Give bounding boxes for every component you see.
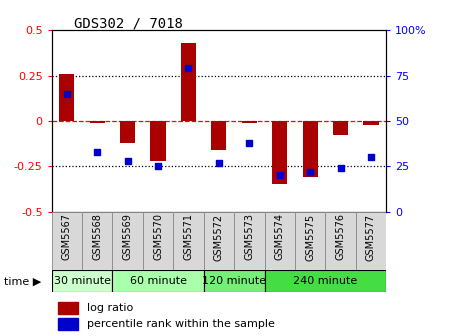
Bar xyxy=(58,302,79,314)
Bar xyxy=(264,270,386,292)
Text: GSM5573: GSM5573 xyxy=(244,213,254,260)
Point xyxy=(216,160,223,165)
Point xyxy=(63,91,70,96)
Point xyxy=(367,155,374,160)
Bar xyxy=(363,121,379,125)
Point xyxy=(276,173,283,178)
Text: GDS302 / 7018: GDS302 / 7018 xyxy=(74,17,183,31)
Bar xyxy=(204,212,234,270)
Bar xyxy=(112,270,204,292)
Text: percentile rank within the sample: percentile rank within the sample xyxy=(87,319,275,329)
Text: GSM5575: GSM5575 xyxy=(305,213,315,261)
Bar xyxy=(303,121,318,177)
Bar xyxy=(58,318,79,330)
Bar xyxy=(204,270,264,292)
Bar xyxy=(52,270,112,292)
Text: GSM5567: GSM5567 xyxy=(62,213,72,260)
Text: 30 minute: 30 minute xyxy=(53,277,110,286)
Bar xyxy=(90,121,105,123)
Bar xyxy=(52,212,82,270)
Text: GSM5571: GSM5571 xyxy=(184,213,194,260)
Point xyxy=(185,66,192,71)
Point xyxy=(124,158,131,164)
Bar xyxy=(82,212,112,270)
Text: GSM5576: GSM5576 xyxy=(335,213,346,260)
Point xyxy=(246,140,253,145)
Bar xyxy=(120,121,135,143)
Text: 60 minute: 60 minute xyxy=(130,277,187,286)
Text: 120 minute: 120 minute xyxy=(202,277,266,286)
Bar xyxy=(211,121,226,150)
Text: 240 minute: 240 minute xyxy=(293,277,357,286)
Text: GSM5569: GSM5569 xyxy=(123,213,132,260)
Point xyxy=(337,165,344,171)
Bar xyxy=(181,43,196,121)
Text: log ratio: log ratio xyxy=(87,303,133,313)
Bar xyxy=(150,121,166,161)
Bar xyxy=(326,212,356,270)
Text: GSM5570: GSM5570 xyxy=(153,213,163,260)
Text: GSM5577: GSM5577 xyxy=(366,213,376,261)
Text: GSM5568: GSM5568 xyxy=(92,213,102,260)
Text: GSM5572: GSM5572 xyxy=(214,213,224,261)
Bar xyxy=(356,212,386,270)
Bar xyxy=(264,212,295,270)
Text: GSM5574: GSM5574 xyxy=(275,213,285,260)
Bar xyxy=(59,74,75,121)
Text: time ▶: time ▶ xyxy=(4,276,42,286)
Bar xyxy=(112,212,143,270)
Bar xyxy=(333,121,348,135)
Bar xyxy=(143,212,173,270)
Point xyxy=(307,169,314,174)
Bar xyxy=(272,121,287,184)
Point xyxy=(154,164,162,169)
Bar xyxy=(234,212,264,270)
Point xyxy=(94,149,101,155)
Bar xyxy=(173,212,204,270)
Bar xyxy=(295,212,326,270)
Bar xyxy=(242,121,257,123)
